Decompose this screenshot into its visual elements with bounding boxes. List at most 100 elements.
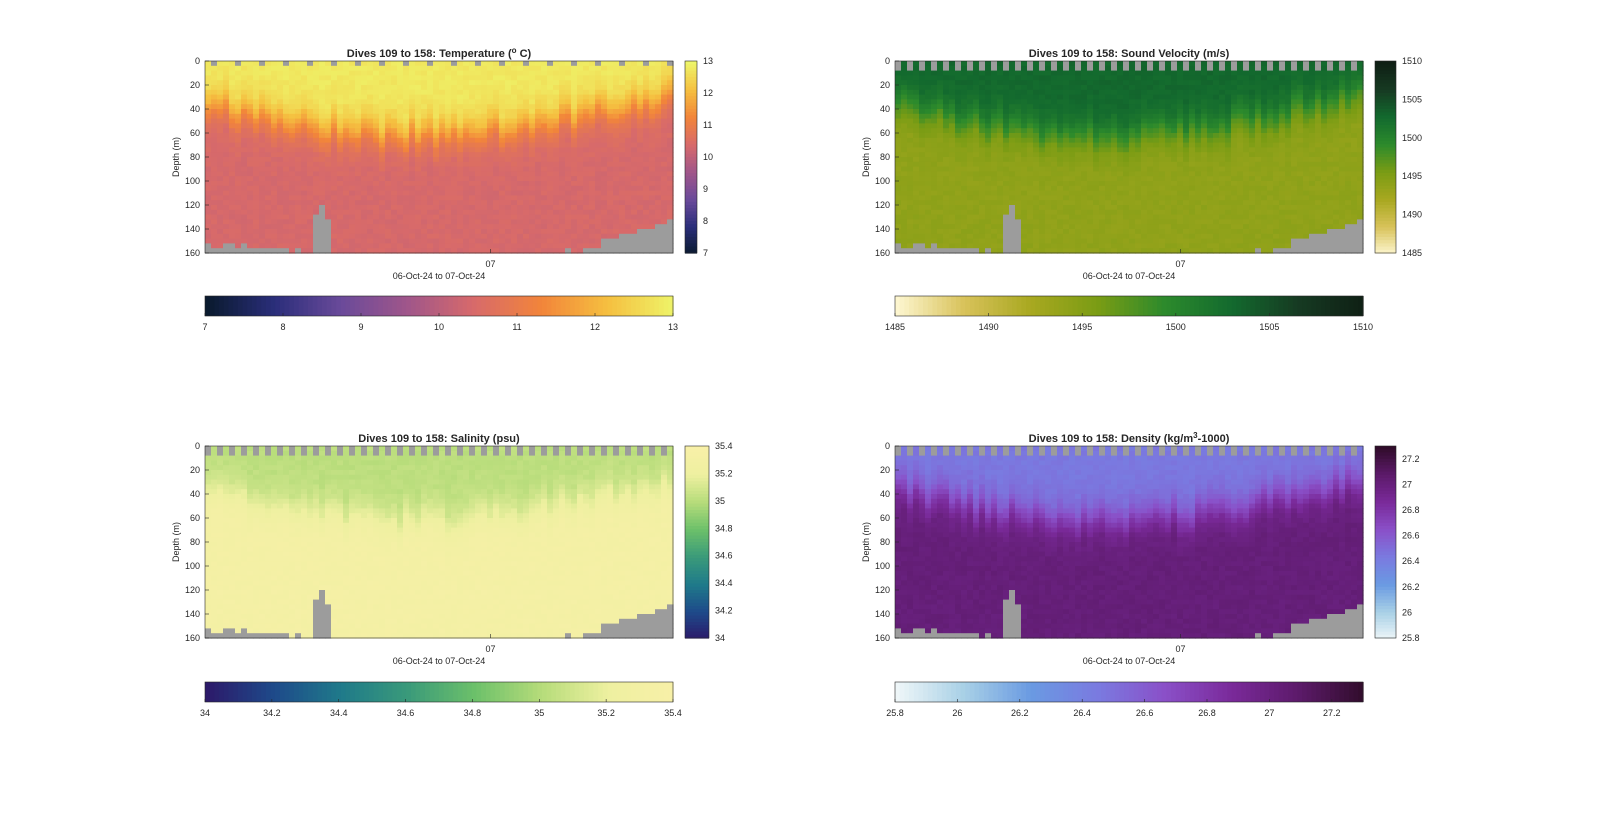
heatmap-cell [649,133,656,138]
heatmap-cell [649,219,656,224]
heatmap-cell [1039,167,1046,172]
panel-2: Dives 109 to 158: Sound Velocity (m/s)02… [861,48,1422,332]
heatmap-cell [283,95,290,100]
heatmap-cell [229,176,236,181]
heatmap-cell [343,162,350,167]
heatmap-cell [523,128,530,133]
heatmap-cell [1063,99,1070,104]
y-tick-label: 60 [190,128,200,138]
heatmap-cell [997,195,1004,200]
heatmap-cell [541,234,548,239]
heatmap-cell [391,138,398,143]
heatmap-cell [523,205,530,210]
heatmap-cell [943,80,950,85]
heatmap-cell [331,186,338,191]
heatmap-cell [643,171,650,176]
heatmap-cell [955,119,962,124]
heatmap-cell [955,243,962,248]
heatmap-cell [1015,152,1022,157]
heatmap-cell [205,75,212,80]
heatmap-cell [259,186,266,191]
colorbar-swatch [341,296,346,316]
heatmap-cell [1117,243,1124,248]
heatmap-cell [541,75,548,80]
heatmap-cell [355,104,362,109]
heatmap-cell [313,104,320,109]
heatmap-cell [1123,152,1130,157]
heatmap-cell [397,71,404,76]
heatmap-cell [1057,243,1064,248]
colorbar-swatch [622,296,627,316]
heatmap-cell [955,109,962,114]
heatmap-cell [565,200,572,205]
heatmap-cell [1111,119,1118,124]
heatmap-cell [379,75,386,80]
heatmap-cell [973,128,980,133]
heatmap-cell [427,200,434,205]
heatmap-cell [511,181,518,186]
heatmap-cell [637,99,644,104]
heatmap-cell [277,191,284,196]
heatmap-cell [517,147,524,152]
heatmap-cell [295,167,302,172]
heatmap-cell [1093,200,1100,205]
heatmap-cell [271,119,278,124]
heatmap-cell [427,95,434,100]
heatmap-cell [451,167,458,172]
heatmap-cell [367,133,374,138]
heatmap-cell [313,215,320,220]
heatmap-cell [595,162,602,167]
heatmap-cell [595,176,602,181]
heatmap-cell [223,195,230,200]
heatmap-cell [259,162,266,167]
heatmap-cell [553,186,560,191]
heatmap-cell [361,90,368,95]
heatmap-cell [361,95,368,100]
heatmap-cell [1105,200,1112,205]
heatmap-cell [331,239,338,244]
heatmap-cell [655,61,662,66]
heatmap-cell [985,99,992,104]
heatmap-cell [457,104,464,109]
heatmap-cell [505,229,512,234]
heatmap-cell [655,229,662,234]
heatmap-cell [469,205,476,210]
heatmap-cell [643,200,650,205]
heatmap-cell [1123,95,1130,100]
heatmap-cell [985,66,992,71]
heatmap-cell [481,152,488,157]
heatmap-cell [1003,219,1010,224]
heatmap-cell [541,243,548,248]
heatmap-cell [547,66,554,71]
heatmap-cell [1057,224,1064,229]
heatmap-cell [637,104,644,109]
heatmap-cell [979,191,986,196]
heatmap-cell [247,176,254,181]
heatmap-cell [295,210,302,215]
heatmap-cell [223,239,230,244]
colorbar-tick-label: 13 [703,56,713,66]
heatmap-cell [289,224,296,229]
heatmap-cell [943,167,950,172]
heatmap-cell [379,157,386,162]
heatmap-cell [439,99,446,104]
heatmap-cell [505,143,512,148]
heatmap-cell [1081,99,1088,104]
heatmap-cell [961,200,968,205]
heatmap-cell [481,85,488,90]
heatmap-cell [559,243,566,248]
heatmap-cell [571,243,578,248]
heatmap-cell [451,123,458,128]
heatmap-cell [475,195,482,200]
heatmap-cell [217,147,224,152]
heatmap-cell [379,90,386,95]
heatmap-cell [1009,205,1016,210]
heatmap-cell [1039,176,1046,181]
heatmap-cell [1063,186,1070,191]
heatmap-cell [583,234,590,239]
heatmap-cell [1111,224,1118,229]
heatmap-cell [667,138,674,143]
heatmap-cell [1093,157,1100,162]
heatmap-cell [913,99,920,104]
heatmap-cell [343,143,350,148]
